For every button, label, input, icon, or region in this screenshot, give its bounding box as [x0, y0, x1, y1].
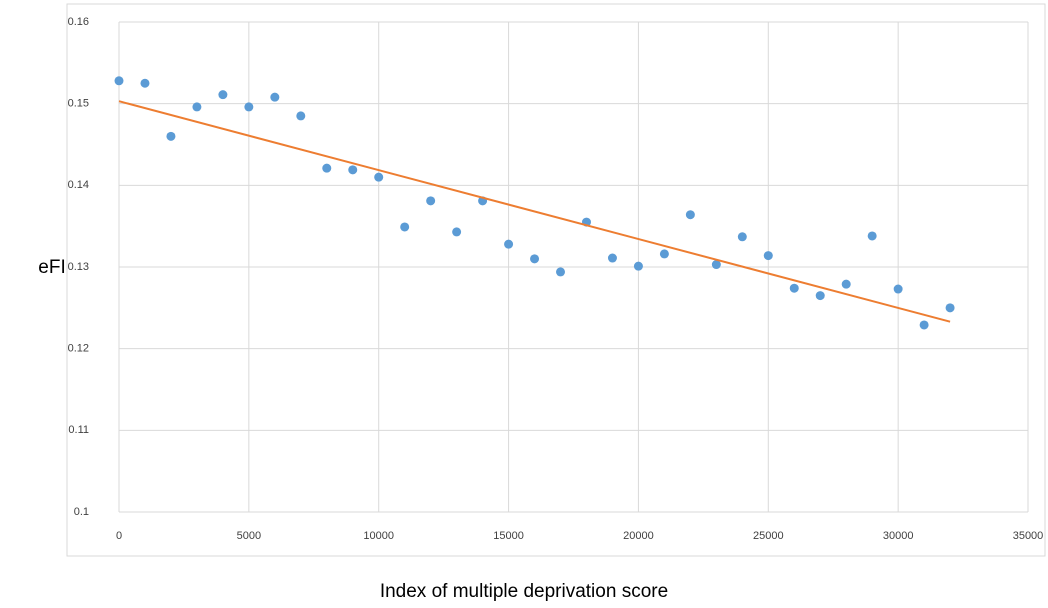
point	[348, 165, 358, 175]
point	[374, 172, 384, 182]
point	[685, 210, 695, 220]
y-tick-label: 0.14	[68, 179, 89, 191]
point	[815, 291, 825, 301]
point	[140, 78, 150, 88]
point	[504, 239, 514, 249]
x-tick-label: 25000	[753, 530, 784, 542]
x-tick-label: 10000	[363, 530, 394, 542]
x-axis-title: Index of multiple deprivation score	[380, 581, 668, 602]
point	[659, 249, 669, 259]
y-tick-label: 0.12	[68, 343, 89, 355]
point	[322, 163, 332, 173]
trendline	[118, 100, 951, 323]
point	[218, 90, 228, 100]
x-tick-label: 5000	[237, 530, 261, 542]
point	[893, 284, 903, 294]
point	[945, 303, 955, 313]
point	[166, 131, 176, 141]
point	[633, 261, 643, 271]
y-tick-label: 0.11	[68, 424, 89, 436]
chart-frame	[66, 3, 1046, 557]
point	[919, 320, 929, 330]
y-tick-label: 0.13	[68, 261, 89, 273]
point	[114, 76, 124, 86]
point	[867, 231, 877, 241]
point	[556, 267, 566, 277]
y-tick-label: 0.16	[68, 16, 89, 28]
point	[737, 232, 747, 242]
point	[841, 279, 851, 289]
y-tick-label: 0.15	[68, 98, 89, 110]
point	[426, 196, 436, 206]
point	[400, 222, 410, 232]
point	[607, 253, 617, 263]
point	[270, 92, 280, 102]
point	[763, 251, 773, 261]
point	[789, 283, 799, 293]
y-axis-title: eFI	[38, 257, 65, 278]
point	[452, 227, 462, 237]
x-tick-label: 30000	[883, 530, 914, 542]
point	[711, 260, 721, 270]
point	[296, 111, 306, 121]
x-tick-label: 15000	[493, 530, 524, 542]
point	[192, 102, 202, 112]
y-tick-label: 0.1	[74, 506, 89, 518]
x-tick-label: 35000	[1013, 530, 1044, 542]
x-tick-label: 20000	[623, 530, 654, 542]
point	[244, 102, 254, 112]
point	[530, 254, 540, 264]
x-tick-label: 0	[116, 530, 122, 542]
